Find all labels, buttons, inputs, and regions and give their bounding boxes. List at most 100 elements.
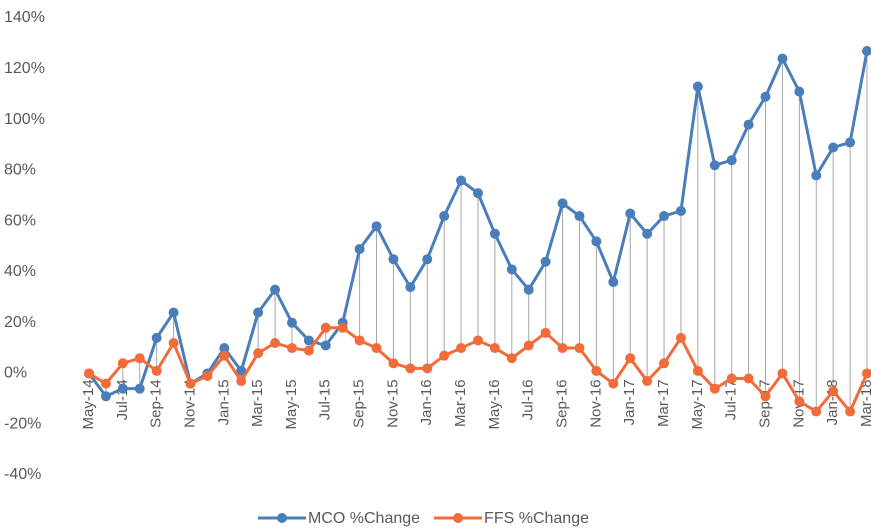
y-tick-label: 80% <box>4 162 36 179</box>
data-point <box>709 160 720 171</box>
data-point <box>828 142 839 153</box>
data-point <box>320 322 331 333</box>
legend-item: FFS %Change <box>434 510 589 527</box>
data-point <box>422 254 433 265</box>
data-point <box>354 244 365 255</box>
data-point <box>557 343 568 354</box>
data-point <box>236 365 247 376</box>
y-tick-label: 20% <box>4 314 36 331</box>
x-tick-label: Jul-16 <box>520 379 537 420</box>
x-tick-label: Jan-16 <box>418 379 435 425</box>
data-point <box>523 340 534 351</box>
data-point <box>185 378 196 389</box>
data-point <box>489 228 500 239</box>
x-tick-label: Mar-15 <box>249 379 266 427</box>
data-point <box>574 211 585 222</box>
x-tick-label: Nov-15 <box>384 379 401 427</box>
x-tick-label: Jul-15 <box>317 379 334 420</box>
x-tick-label: Jul-17 <box>723 379 740 420</box>
data-point <box>608 378 619 389</box>
data-point <box>625 353 636 364</box>
data-point <box>659 358 670 369</box>
x-tick-label: Sep-14 <box>148 379 165 427</box>
data-point <box>422 363 433 374</box>
data-point <box>100 378 111 389</box>
legend-item: MCO %Change <box>258 510 420 527</box>
legend-label: FFS %Change <box>484 510 589 527</box>
data-point <box>675 332 686 343</box>
data-point <box>320 340 331 351</box>
data-point <box>574 343 585 354</box>
data-point <box>625 208 636 219</box>
data-point <box>845 137 856 148</box>
data-point <box>473 335 483 346</box>
data-point <box>760 391 771 402</box>
data-point <box>608 277 619 288</box>
data-point <box>642 228 653 239</box>
data-point <box>202 370 213 381</box>
data-point <box>726 155 737 166</box>
data-point <box>439 211 450 222</box>
data-point <box>794 396 805 407</box>
x-tick-label: Nov-16 <box>587 379 604 427</box>
data-point <box>777 368 788 379</box>
data-point <box>456 175 467 186</box>
x-tick-label: Jan-17 <box>621 379 638 425</box>
data-point <box>117 358 128 369</box>
data-point <box>675 205 686 216</box>
legend-label: MCO %Change <box>308 510 420 527</box>
data-point <box>134 383 145 394</box>
data-point <box>151 365 162 376</box>
data-point <box>337 322 348 333</box>
data-point <box>236 376 247 387</box>
data-point <box>743 119 754 130</box>
data-point <box>439 350 450 361</box>
y-tick-label: -40% <box>4 466 41 483</box>
data-point <box>270 284 281 295</box>
data-point <box>253 307 264 318</box>
legend-marker <box>277 513 287 523</box>
data-point <box>557 198 568 209</box>
data-point <box>253 348 264 359</box>
data-point <box>828 386 839 397</box>
data-point <box>456 343 467 354</box>
data-point <box>591 236 602 247</box>
data-point <box>84 368 94 379</box>
y-tick-label: 120% <box>4 60 45 77</box>
data-point <box>405 363 416 374</box>
data-point <box>726 373 737 384</box>
data-point <box>692 365 703 376</box>
data-point <box>743 373 754 384</box>
y-tick-label: 140% <box>4 9 45 26</box>
data-point <box>100 391 111 402</box>
data-point <box>692 81 703 92</box>
y-tick-label: 0% <box>4 365 27 382</box>
data-point <box>134 353 145 364</box>
data-point <box>523 284 534 295</box>
x-tick-label: May-16 <box>486 379 503 429</box>
data-point <box>117 383 128 394</box>
data-point <box>862 46 871 57</box>
y-tick-label: -20% <box>4 415 41 432</box>
data-point <box>659 211 670 222</box>
y-tick-label: 100% <box>4 111 45 128</box>
data-point <box>845 406 856 417</box>
data-point <box>760 91 771 102</box>
data-point <box>794 86 805 97</box>
legend-marker <box>453 513 464 523</box>
x-tick-label: Mar-18 <box>858 379 871 427</box>
data-point <box>168 307 179 318</box>
data-point <box>473 188 483 199</box>
data-point <box>811 170 822 181</box>
x-tick-label: May-15 <box>283 379 300 429</box>
data-point <box>862 368 871 379</box>
x-tick-label: Sep-16 <box>554 379 571 427</box>
x-tick-label: Sep-15 <box>351 379 368 427</box>
x-tick-label: Mar-16 <box>452 379 469 427</box>
data-point <box>354 335 365 346</box>
data-point <box>709 383 720 394</box>
data-point <box>371 343 382 354</box>
y-tick-label: 40% <box>4 263 36 280</box>
data-point <box>168 337 179 348</box>
